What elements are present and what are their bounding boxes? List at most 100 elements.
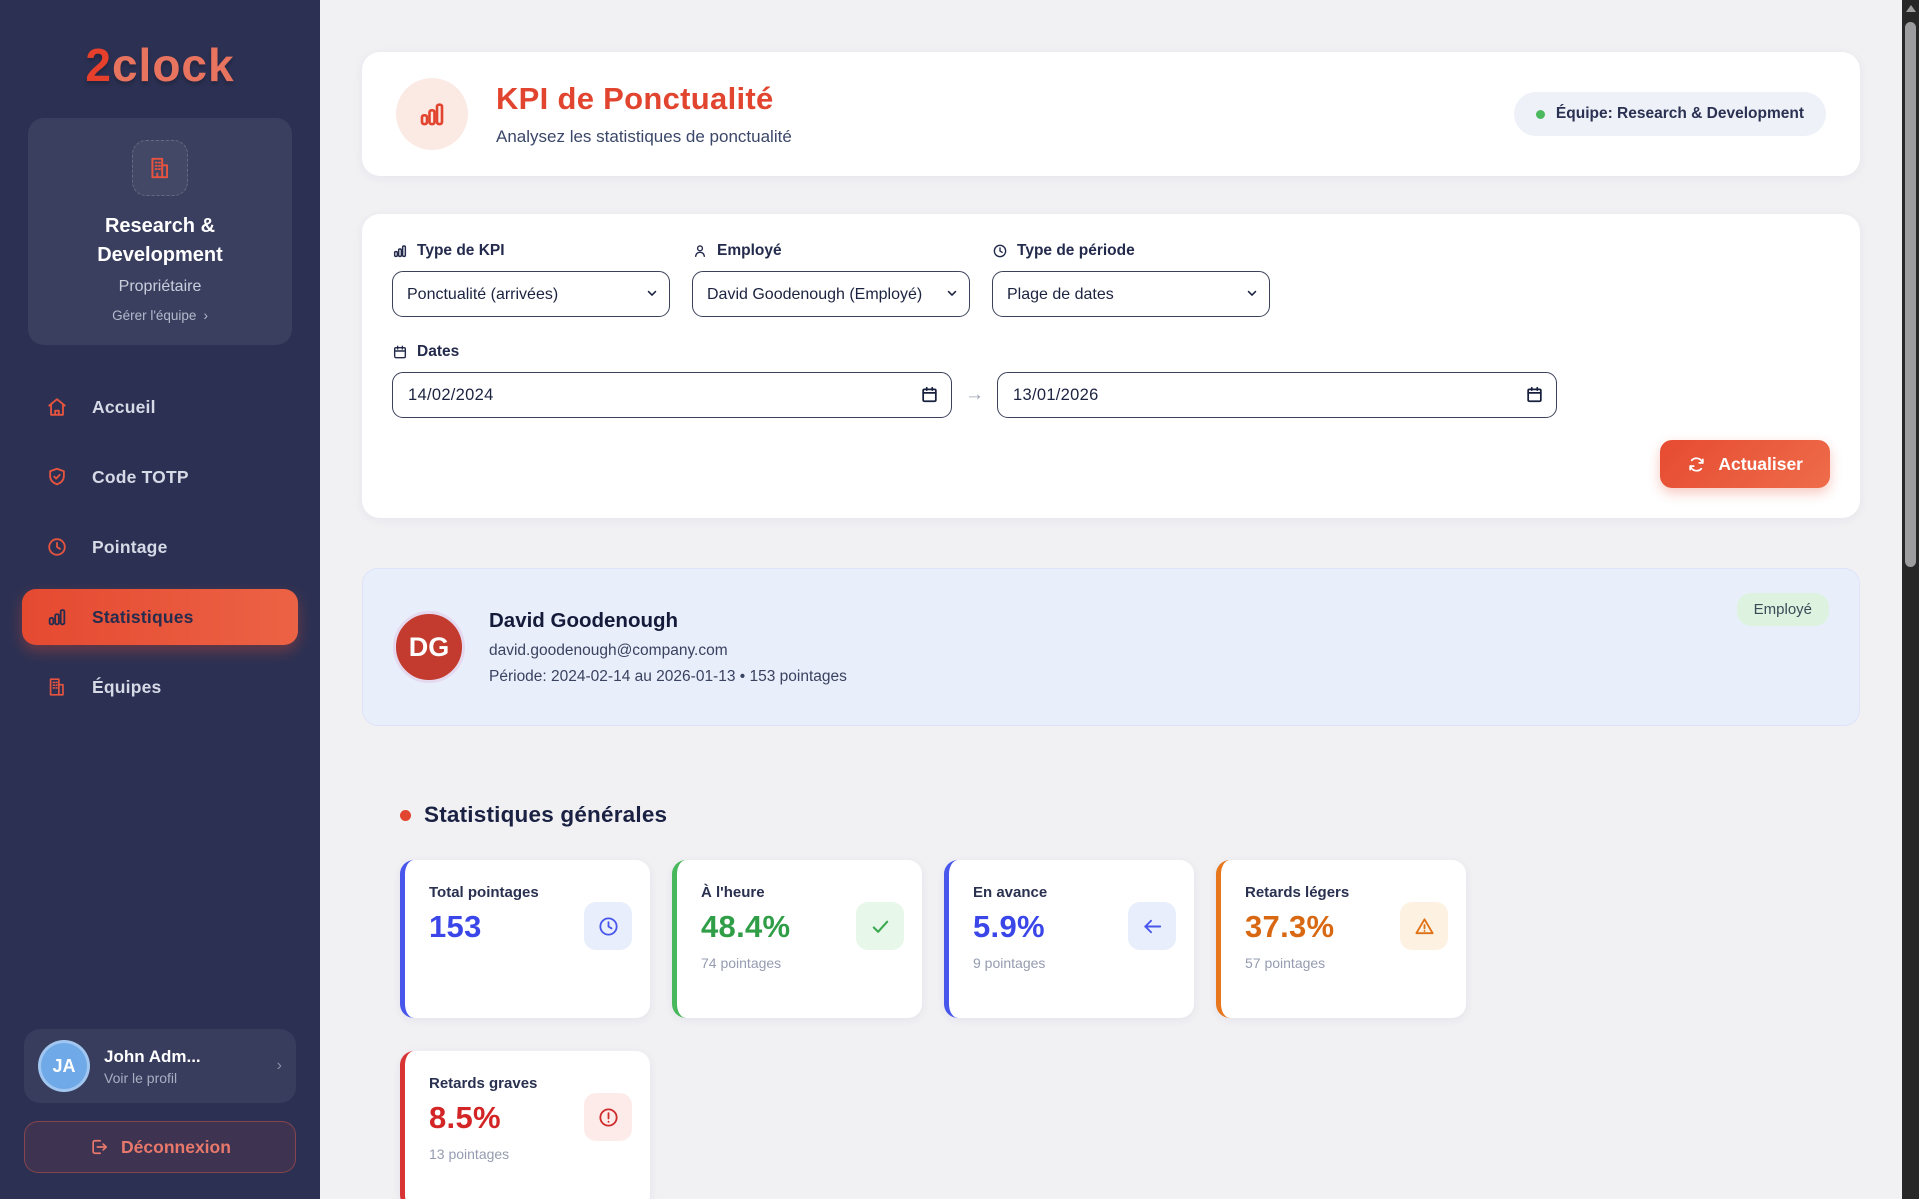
sidebar-item-label: Accueil	[92, 396, 156, 417]
stat-label: Retards graves	[429, 1075, 538, 1092]
main-content: KPI de Ponctualité Analysez les statisti…	[320, 0, 1902, 1199]
employee-summary-card: DG David Goodenough david.goodenough@com…	[362, 568, 1860, 726]
manage-team-label: Gérer l'équipe	[112, 308, 197, 323]
refresh-button[interactable]: Actualiser	[1660, 440, 1830, 488]
app-logo[interactable]: 2clock	[85, 38, 234, 92]
stat-label: Total pointages	[429, 884, 539, 901]
bullet-icon	[400, 809, 411, 821]
stat-label: En avance	[973, 884, 1048, 901]
stat-value: 48.4%	[701, 909, 791, 944]
end-date-input[interactable]	[997, 372, 1557, 418]
stat-sub: 74 pointages	[701, 955, 782, 971]
home-icon	[46, 396, 68, 418]
scrollbar-up-arrow[interactable]	[1905, 5, 1916, 12]
team-badge: Équipe: Research & Development	[1513, 92, 1826, 136]
vertical-scrollbar[interactable]	[1902, 0, 1919, 1199]
bar-chart-icon	[392, 243, 408, 259]
sidebar-item-code-totp[interactable]: Code TOTP	[22, 449, 298, 505]
stat-card-a-lheure: À l'heure 48.4% 74 pointages	[672, 860, 922, 1018]
team-card: Research & Development Propriétaire Gére…	[28, 118, 292, 345]
stat-value: 5.9%	[973, 909, 1045, 944]
stat-card-total-pointages: Total pointages 153	[400, 860, 650, 1018]
period-type-select[interactable]: Plage de dates	[992, 271, 1270, 317]
team-building-icon	[132, 140, 188, 196]
profile-view-link: Voir le profil	[104, 1069, 178, 1086]
logout-label: Déconnexion	[121, 1136, 231, 1157]
arrow-right-icon: →	[965, 384, 984, 405]
warning-icon	[1400, 902, 1448, 950]
sidebar-item-label: Statistiques	[92, 606, 194, 627]
sidebar-spacer	[0, 715, 320, 1029]
sidebar-item-pointage[interactable]: Pointage	[22, 519, 298, 575]
calendar-icon[interactable]	[920, 385, 939, 404]
stat-sub: 57 pointages	[1245, 955, 1326, 971]
start-date-input[interactable]	[392, 372, 952, 418]
stat-card-retards-graves: Retards graves 8.5% 13 pointages	[400, 1051, 650, 1199]
sidebar-item-statistiques[interactable]: Statistiques	[22, 589, 298, 645]
profile-name: John Adm...	[104, 1046, 201, 1066]
shield-check-icon	[46, 466, 68, 488]
sidebar-item-equipes[interactable]: Équipes	[22, 659, 298, 715]
person-icon	[692, 243, 708, 259]
chevron-right-icon: ›	[203, 308, 208, 323]
refresh-icon	[1687, 455, 1706, 474]
sidebar-nav: Accueil Code TOTP Pointage	[0, 379, 320, 715]
stat-card-en-avance: En avance 5.9% 9 pointages	[944, 860, 1194, 1018]
refresh-label: Actualiser	[1718, 453, 1803, 474]
sidebar-item-label: Code TOTP	[92, 466, 189, 487]
alert-circle-icon	[584, 1093, 632, 1141]
status-dot-icon	[1535, 109, 1545, 119]
clock-icon	[46, 536, 68, 558]
app-logo-prefix: 2	[85, 39, 112, 91]
filters-card: Type de KPI Ponctualité (arrivées)	[362, 214, 1860, 518]
dates-label: Dates	[392, 343, 1830, 361]
sidebar-item-label: Pointage	[92, 536, 168, 557]
arrow-left-icon	[1128, 902, 1176, 950]
app-logo-suffix: clock	[111, 39, 235, 91]
employee-label: Employé	[692, 242, 970, 260]
kpi-type-label: Type de KPI	[392, 242, 670, 260]
clock-icon	[584, 902, 632, 950]
stats-grid: Total pointages 153 À l'heure 48.4% 74 p…	[400, 860, 1860, 1199]
avatar: DG	[393, 611, 465, 683]
page-title: KPI de Ponctualité	[496, 81, 774, 116]
stat-value: 37.3%	[1245, 909, 1335, 944]
profile-card[interactable]: JA John Adm... Voir le profil ›	[24, 1029, 296, 1103]
employee-select[interactable]: David Goodenough (Employé)	[692, 271, 970, 317]
avatar: JA	[38, 1040, 90, 1092]
stats-section-title: Statistiques générales	[424, 802, 668, 827]
employee-role-badge: Employé	[1736, 593, 1829, 626]
kpi-chart-icon	[396, 78, 468, 150]
employee-name: David Goodenough	[489, 608, 679, 632]
team-badge-label: Équipe: Research & Development	[1555, 105, 1804, 122]
manage-team-link[interactable]: Gérer l'équipe ›	[112, 308, 208, 323]
calendar-icon[interactable]	[1525, 385, 1544, 404]
check-icon	[856, 902, 904, 950]
kpi-type-select[interactable]: Ponctualité (arrivées)	[392, 271, 670, 317]
page-header-card: KPI de Ponctualité Analysez les statisti…	[362, 52, 1860, 176]
stat-value: 8.5%	[429, 1100, 501, 1135]
employee-period: Période: 2024-02-14 au 2026-01-13 • 153 …	[489, 667, 847, 685]
building-icon	[46, 676, 68, 698]
stat-label: Retards légers	[1245, 884, 1350, 901]
chevron-right-icon: ›	[276, 1057, 282, 1074]
sidebar-item-label: Équipes	[92, 676, 162, 697]
page-subtitle: Analysez les statistiques de ponctualité	[496, 127, 792, 146]
general-statistics-section: Statistiques générales Total pointages 1…	[362, 802, 1860, 1199]
period-type-label: Type de période	[992, 242, 1270, 260]
stat-sub: 13 pointages	[429, 1146, 510, 1162]
stat-sub: 9 pointages	[973, 955, 1046, 971]
employee-email: david.goodenough@company.com	[489, 641, 728, 659]
calendar-icon	[392, 344, 408, 360]
bar-chart-icon	[46, 606, 68, 628]
scrollbar-thumb[interactable]	[1905, 22, 1916, 567]
clock-icon	[992, 243, 1008, 259]
stat-value: 153	[429, 909, 482, 944]
logout-icon	[89, 1137, 109, 1157]
stat-label: À l'heure	[701, 884, 765, 901]
sidebar: 2clock Research & Development Propriétai…	[0, 0, 320, 1199]
team-name: Research & Development	[97, 215, 223, 266]
logout-button[interactable]: Déconnexion	[24, 1121, 296, 1173]
team-role: Propriétaire	[118, 278, 202, 295]
sidebar-item-accueil[interactable]: Accueil	[22, 379, 298, 435]
